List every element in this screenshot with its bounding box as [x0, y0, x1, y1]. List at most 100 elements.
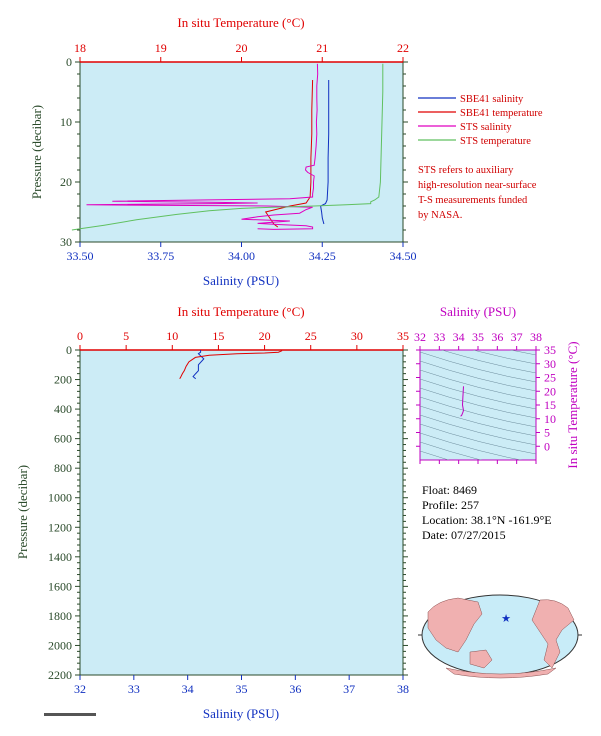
- ts-salinity-tick-label: 34: [453, 330, 465, 344]
- temperature-tick-label: 10: [166, 329, 178, 343]
- sts-note-line: by NASA.: [418, 210, 463, 221]
- pressure-tick-label: 200: [54, 373, 72, 387]
- pressure-tick-label: 30: [60, 235, 72, 249]
- ts-salinity-tick-label: 36: [491, 330, 503, 344]
- salinity-tick-label: 35: [236, 682, 248, 696]
- profile-date: Date: 07/27/2015: [422, 528, 506, 542]
- salinity-tick-label: 38: [397, 682, 409, 696]
- footer-stamp: [44, 713, 96, 716]
- density-contour: [420, 441, 483, 460]
- density-contour: [509, 350, 536, 356]
- ts-salinity-tick-label: 35: [472, 330, 484, 344]
- profile-number: Profile: 257: [422, 498, 479, 512]
- bottom-x2-label: In situ Temperature (°C): [177, 304, 304, 319]
- ts-temperature-tick-label: 15: [544, 398, 556, 412]
- temperature-tick-label: 19: [155, 41, 167, 55]
- density-contour: [420, 378, 536, 410]
- pressure-tick-label: 20: [60, 175, 72, 189]
- ts-temperature-tick-label: 0: [544, 439, 550, 453]
- sts-note-line: high-resolution near-surface: [418, 180, 537, 191]
- ts-temperature-tick-label: 5: [544, 426, 550, 440]
- top-plot-area: [79, 61, 404, 243]
- pressure-tick-label: 0: [66, 343, 72, 357]
- temperature-tick-label: 25: [305, 329, 317, 343]
- density-contour: [420, 360, 536, 392]
- ts-temperature-tick-label: 10: [544, 412, 556, 426]
- density-contour: [420, 351, 536, 383]
- top-y-label: Pressure (decibar): [29, 105, 44, 199]
- ts-curve: [460, 386, 465, 417]
- temperature-tick-label: 0: [77, 329, 83, 343]
- salinity-tick-label: 37: [343, 682, 355, 696]
- pressure-tick-label: 1600: [48, 579, 72, 593]
- density-contour: [420, 432, 522, 460]
- pressure-tick-label: 1400: [48, 550, 72, 564]
- map-land-asia: [427, 597, 483, 653]
- density-contour: [420, 387, 536, 419]
- series-line-salinity: [192, 350, 205, 380]
- bottom-x-label: Salinity (PSU): [203, 706, 279, 721]
- ts-temperature-tick-label: 20: [544, 384, 556, 398]
- density-contour: [472, 350, 536, 365]
- density-contour: [420, 414, 536, 446]
- temperature-tick-label: 21: [316, 41, 328, 55]
- ts-salinity-tick-label: 37: [511, 330, 523, 344]
- pressure-tick-label: 10: [60, 115, 72, 129]
- ts-salinity-tick-label: 38: [530, 330, 542, 344]
- temperature-tick-label: 20: [236, 41, 248, 55]
- ts-salinity-tick-label: 32: [414, 330, 426, 344]
- series-line-sts-salinity: [86, 63, 319, 230]
- series-line-sts-temperature: [71, 63, 384, 231]
- legend-label: SBE41 temperature: [460, 108, 543, 119]
- series-line-temperature: [179, 350, 283, 380]
- pressure-tick-label: 2200: [48, 668, 72, 682]
- float-location-marker: ★: [501, 613, 511, 625]
- temperature-tick-label: 35: [397, 329, 409, 343]
- temperature-tick-label: 18: [74, 41, 86, 55]
- salinity-tick-label: 34.50: [390, 249, 417, 263]
- salinity-tick-label: 33.75: [147, 249, 174, 263]
- salinity-tick-label: 33: [128, 682, 140, 696]
- ts-x-label: Salinity (PSU): [440, 304, 516, 319]
- float-location: Location: 38.1°N -161.9°E: [422, 513, 552, 527]
- temperature-tick-label: 22: [397, 41, 409, 55]
- salinity-tick-label: 34.00: [228, 249, 255, 263]
- temperature-tick-label: 5: [123, 329, 129, 343]
- ts-temperature-tick-label: 30: [544, 357, 556, 371]
- pressure-tick-label: 600: [54, 432, 72, 446]
- bottom-y-label: Pressure (decibar): [15, 465, 30, 559]
- float-id: Float: 8469: [422, 483, 478, 497]
- sts-note: STS refers to auxiliary high-resolution …: [418, 163, 593, 223]
- top-profile-panel: 18 19 20 21 22 33.50 33.75 34.00 34.25 34.50 0 10…: [29, 15, 417, 288]
- salinity-tick-label: 36: [289, 682, 301, 696]
- ts-salinity-tick-label: 33: [433, 330, 445, 344]
- sts-note-line: T-S measurements funded: [418, 195, 528, 206]
- density-contour: [420, 369, 536, 401]
- density-contour: [420, 396, 536, 428]
- density-contour: [420, 423, 536, 455]
- ts-temperature-tick-label: 25: [544, 371, 556, 385]
- bottom-profile-panel: 0 5 10 15 20 25 30 35 32 33 34 35 36 37 38 0 200 400 600…: [15, 304, 409, 721]
- map-land-americas: [531, 599, 575, 669]
- salinity-tick-label: 33.50: [67, 249, 94, 263]
- density-contour: [420, 450, 450, 460]
- density-contour: [441, 350, 536, 374]
- sts-note-line: STS refers to auxiliary: [418, 165, 514, 176]
- ts-temperature-tick-label: 35: [544, 343, 556, 357]
- legend-label: STS salinity: [460, 122, 512, 133]
- top-x-label: Salinity (PSU): [203, 273, 279, 288]
- density-contour: [420, 405, 536, 437]
- legend-label: SBE41 salinity: [460, 94, 524, 105]
- bottom-plot-area: [79, 349, 404, 676]
- pressure-tick-label: 2000: [48, 638, 72, 652]
- temperature-tick-label: 30: [351, 329, 363, 343]
- ts-density-contours: [420, 350, 536, 460]
- top-legend: SBE41 salinity SBE41 temperature STS salin…: [418, 94, 543, 147]
- pressure-tick-label: 0: [66, 55, 72, 69]
- pressure-tick-label: 400: [54, 402, 72, 416]
- temperature-tick-label: 20: [259, 329, 271, 343]
- ts-y-label: In situ Temperature (°C): [565, 341, 580, 468]
- world-map: ★: [418, 594, 582, 679]
